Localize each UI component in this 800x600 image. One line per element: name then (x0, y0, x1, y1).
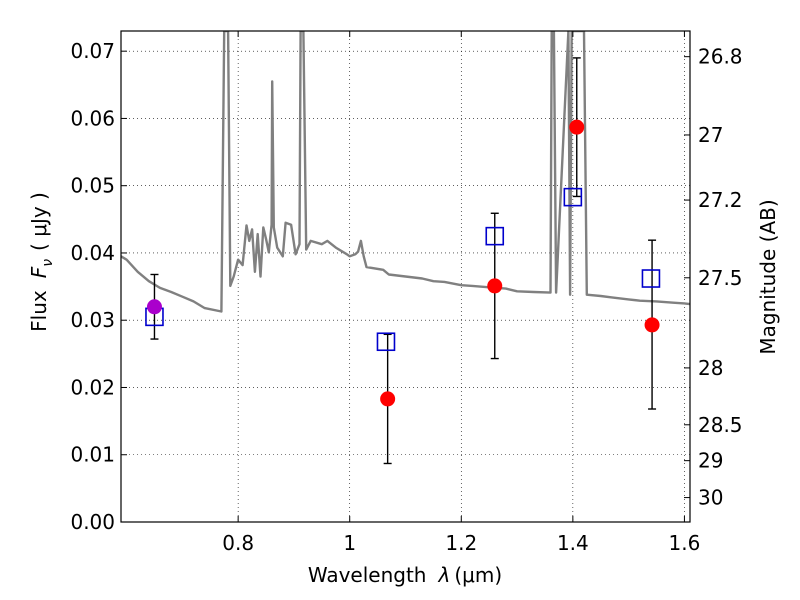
y2-tick-label: 27.5 (698, 266, 743, 290)
y2-tick-label: 30 (698, 486, 723, 510)
plot-area (121, 31, 690, 465)
x-tick-label: 1.2 (445, 531, 477, 555)
observed-flux-point (146, 299, 162, 315)
axes: 0.8 1 1.2 1.4 1.6 0.00 0.01 0.02 0.03 0.04 0.05 0.0… (70, 31, 743, 555)
y-tick-label: 0.07 (70, 39, 115, 63)
y2-tick-label: 29 (698, 449, 723, 473)
x-tick-label: 1.6 (669, 531, 701, 555)
y2-axis-label: Magnitude (AB) (756, 199, 780, 354)
observed-flux-point (569, 119, 585, 135)
observed-flux-point (644, 317, 660, 333)
model-flux-square (563, 187, 583, 207)
markers-layer (145, 119, 661, 407)
y2-tick-label: 28.5 (698, 413, 743, 437)
y-tick-label: 0.05 (70, 174, 115, 198)
y2-tick-label: 28 (698, 356, 723, 380)
model-flux-square (641, 269, 661, 288)
y-tick-label: 0.03 (70, 308, 115, 332)
x-tick-label: 1.4 (557, 531, 589, 555)
model-flux-square (376, 332, 396, 352)
y-tick-label: 0.06 (70, 106, 115, 130)
observed-flux-point (487, 278, 503, 294)
observed-flux-point (380, 391, 396, 407)
plot-frame (120, 30, 691, 523)
x-tick-label: 1 (343, 531, 356, 555)
y-axis-label: FluxFν( μJy ) (27, 192, 56, 332)
y-tick-label: 0.01 (70, 443, 115, 467)
model-flux-square (485, 226, 505, 246)
model-spectrum-layer (121, 31, 690, 313)
model-spectrum-line (121, 31, 690, 313)
x-tick-label: 0.8 (222, 531, 254, 555)
y2-tick-label: 26.8 (698, 45, 743, 69)
x-axis-label: Wavelength λ (μm) (308, 563, 502, 587)
y2-tick-label: 27.2 (698, 188, 743, 212)
y-tick-label: 0.02 (70, 375, 115, 399)
y-tick-label: 0.00 (70, 510, 115, 534)
y2-tick-label: 27 (698, 123, 723, 147)
y-tick-label: 0.04 (70, 241, 115, 265)
